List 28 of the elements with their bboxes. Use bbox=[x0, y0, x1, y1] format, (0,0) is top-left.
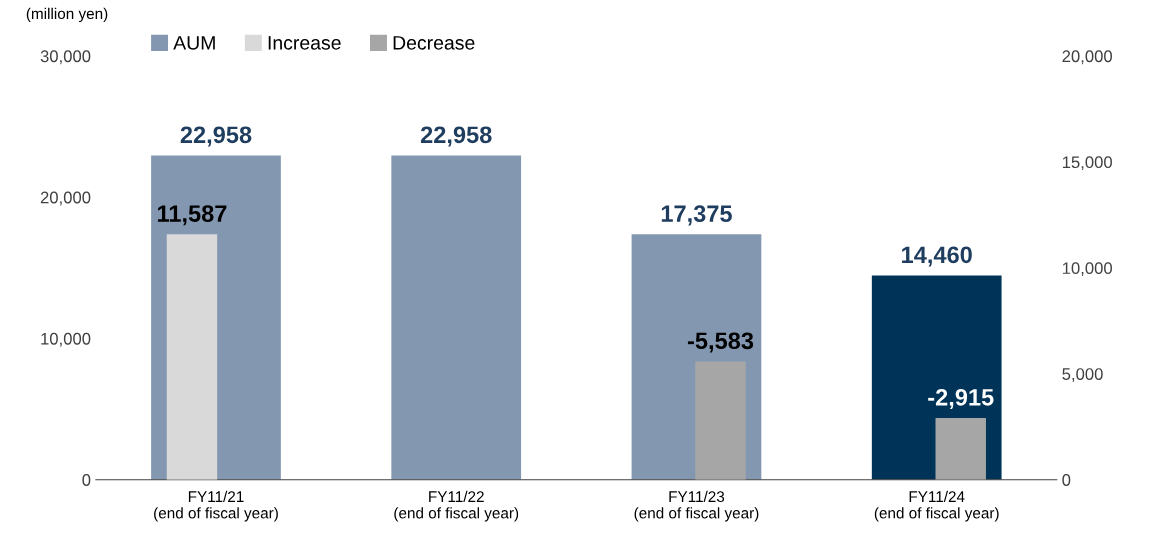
y-tick-label: 30,000 bbox=[40, 50, 91, 65]
data-label: 17,375 bbox=[661, 205, 732, 226]
y-tick-label: 0 bbox=[82, 474, 91, 486]
bar bbox=[391, 155, 522, 480]
data-label: -2,915 bbox=[928, 388, 994, 410]
y2-tick-label: 10,000 bbox=[1062, 262, 1113, 276]
data-label: 14,460 bbox=[902, 246, 972, 267]
legend-label: Decrease bbox=[393, 36, 475, 50]
x-tick-label: FY11/23 (end of fiscal year) bbox=[634, 490, 759, 522]
y-axis-title: (million yen) bbox=[26, 7, 108, 23]
data-label: 11,587 bbox=[157, 205, 227, 226]
bar bbox=[935, 417, 986, 480]
y-tick-label: 10,000 bbox=[41, 332, 91, 347]
x-tick-label: FY11/24 (end of fiscal year) bbox=[874, 490, 999, 522]
bar bbox=[166, 234, 218, 480]
y2-tick-label: 0 bbox=[1062, 474, 1071, 486]
legend-label: Increase bbox=[268, 36, 341, 50]
data-label: 22,958 bbox=[420, 126, 492, 147]
legend-label: AUM bbox=[173, 36, 215, 50]
y2-tick-label: 20,000 bbox=[1062, 50, 1113, 65]
x-tick-label: FY11/21 (end of fiscal year) bbox=[154, 490, 278, 522]
y-tick-label: 20,000 bbox=[40, 191, 91, 206]
y2-tick-label: 5,000 bbox=[1062, 368, 1103, 382]
data-label: -5,583 bbox=[687, 332, 754, 353]
bar bbox=[695, 361, 746, 480]
data-label: 22,958 bbox=[180, 126, 252, 147]
x-tick-label: FY11/22 (end of fiscal year) bbox=[394, 490, 519, 522]
y2-tick-label: 15,000 bbox=[1062, 156, 1113, 171]
